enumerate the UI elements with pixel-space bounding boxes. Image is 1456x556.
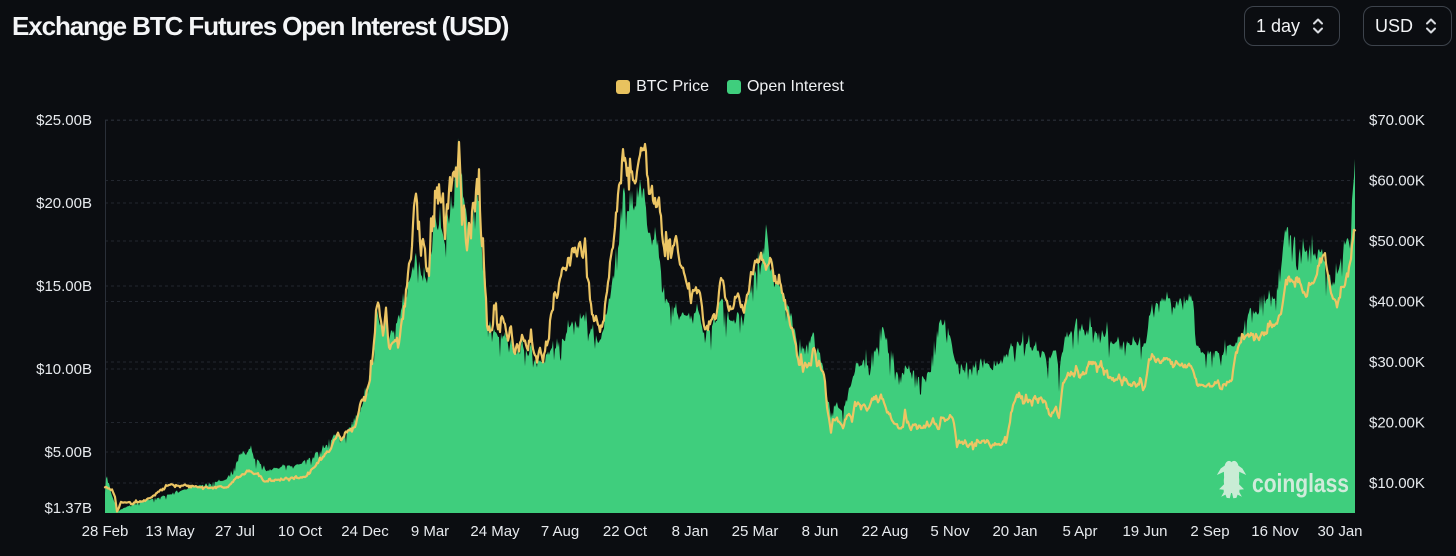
svg-text:10 Oct: 10 Oct (278, 523, 323, 540)
svg-text:8 Jan: 8 Jan (672, 523, 709, 540)
svg-text:27 Jul: 27 Jul (215, 523, 255, 540)
svg-text:8 Jun: 8 Jun (802, 523, 839, 540)
svg-text:24 May: 24 May (470, 523, 520, 540)
svg-text:25 Mar: 25 Mar (732, 523, 779, 540)
svg-text:20 Jan: 20 Jan (992, 523, 1037, 540)
svg-text:22 Oct: 22 Oct (603, 523, 648, 540)
svg-text:$40.00K: $40.00K (1369, 294, 1425, 311)
svg-text:coinglass: coinglass (1252, 468, 1349, 498)
svg-text:24 Dec: 24 Dec (341, 523, 389, 540)
svg-text:5 Apr: 5 Apr (1062, 523, 1097, 540)
svg-text:16 Nov: 16 Nov (1251, 523, 1299, 540)
svg-text:$50.00K: $50.00K (1369, 233, 1425, 250)
svg-text:5 Nov: 5 Nov (930, 523, 970, 540)
svg-text:$70.00K: $70.00K (1369, 112, 1425, 129)
svg-text:$15.00B: $15.00B (36, 278, 92, 295)
svg-text:$1.37B: $1.37B (44, 500, 92, 517)
svg-text:$20.00K: $20.00K (1369, 415, 1425, 432)
svg-text:22 Aug: 22 Aug (862, 523, 909, 540)
svg-text:19 Jun: 19 Jun (1122, 523, 1167, 540)
svg-text:$10.00K: $10.00K (1369, 475, 1425, 492)
svg-text:7 Aug: 7 Aug (541, 523, 579, 540)
svg-text:28 Feb: 28 Feb (82, 523, 129, 540)
svg-text:2 Sep: 2 Sep (1190, 523, 1229, 540)
svg-text:$10.00B: $10.00B (36, 361, 92, 378)
svg-text:9 Mar: 9 Mar (411, 523, 449, 540)
svg-text:$30.00K: $30.00K (1369, 354, 1425, 371)
svg-text:$5.00B: $5.00B (44, 444, 92, 461)
svg-text:13 May: 13 May (145, 523, 195, 540)
svg-text:$20.00B: $20.00B (36, 195, 92, 212)
svg-text:$25.00B: $25.00B (36, 112, 92, 129)
svg-text:$60.00K: $60.00K (1369, 173, 1425, 190)
svg-text:30 Jan: 30 Jan (1317, 523, 1362, 540)
